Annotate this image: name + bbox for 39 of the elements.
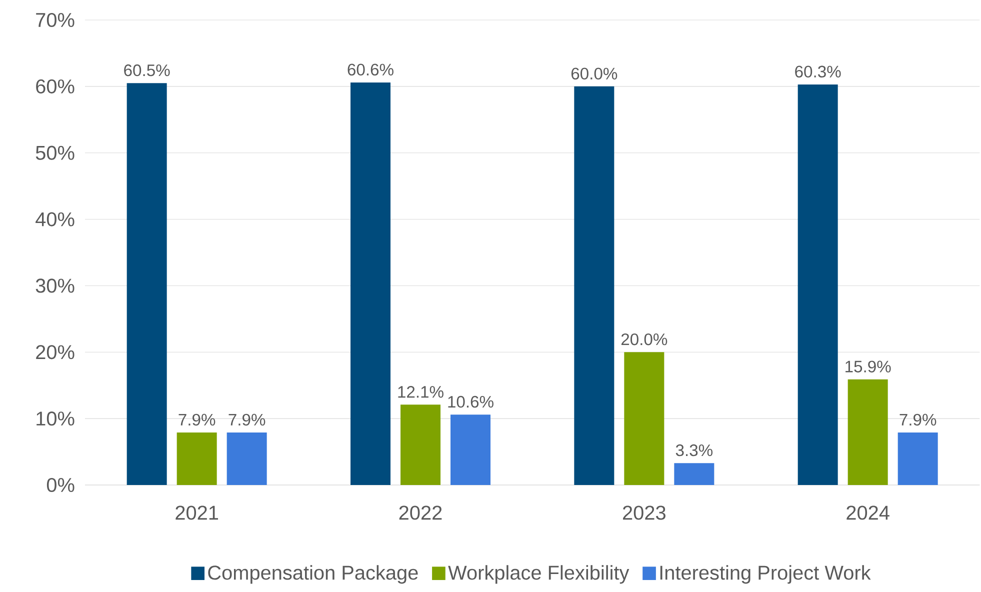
y-tick-label: 10% bbox=[36, 412, 74, 426]
x-tick-label: 2022 bbox=[399, 506, 442, 520]
y-tick-label: 70% bbox=[36, 12, 74, 28]
y-tick-label: 60% bbox=[36, 79, 74, 94]
bar bbox=[126, 83, 167, 485]
x-tick-label: 2023 bbox=[623, 506, 666, 520]
data-label: 60.3% bbox=[795, 66, 841, 78]
x-tick-label: 2024 bbox=[846, 506, 890, 520]
data-label: 7.9% bbox=[900, 414, 936, 426]
legend-label: Interesting Project Work bbox=[660, 565, 871, 584]
bar bbox=[898, 432, 938, 485]
data-label: 60.0% bbox=[571, 68, 618, 80]
data-label: 20.0% bbox=[621, 333, 668, 346]
bar bbox=[574, 86, 614, 485]
bar bbox=[848, 379, 888, 485]
bar bbox=[226, 432, 267, 485]
legend-label: Compensation Package bbox=[208, 565, 418, 584]
bar bbox=[350, 82, 390, 485]
y-tick-label: 50% bbox=[36, 146, 74, 160]
data-label: 7.9% bbox=[178, 414, 216, 426]
x-tick-label: 2021 bbox=[176, 506, 218, 520]
bar bbox=[798, 84, 838, 485]
bar bbox=[400, 404, 440, 485]
bar bbox=[674, 463, 714, 485]
data-label: 60.6% bbox=[348, 64, 394, 76]
data-label: 60.5% bbox=[124, 64, 170, 76]
y-tick-label: 30% bbox=[36, 278, 74, 293]
y-tick-label: 20% bbox=[36, 345, 74, 360]
data-label: 7.9% bbox=[228, 414, 266, 426]
bar bbox=[624, 352, 664, 485]
data-label: 3.3% bbox=[676, 444, 712, 456]
data-label: 10.6% bbox=[448, 396, 494, 408]
y-tick-label: 0% bbox=[46, 478, 74, 492]
bar bbox=[176, 432, 217, 485]
bar bbox=[450, 414, 490, 485]
data-label: 12.1% bbox=[398, 386, 444, 398]
legend-label: Workplace Flexibility bbox=[448, 565, 630, 584]
data-label: 15.9% bbox=[846, 360, 891, 372]
y-tick-label: 40% bbox=[36, 212, 74, 226]
